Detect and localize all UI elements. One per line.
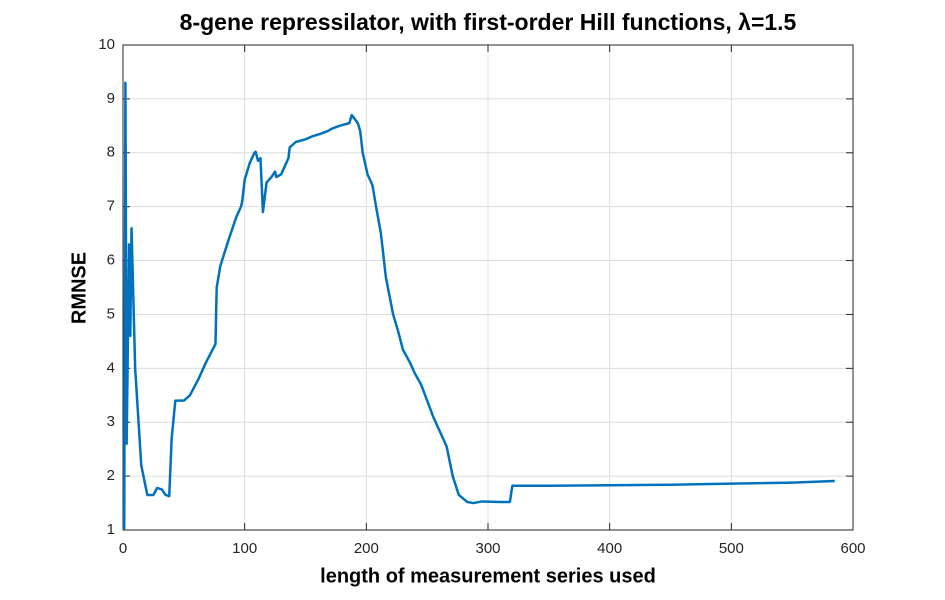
- x-tick-label: 500: [719, 540, 744, 557]
- y-tick-label: 1: [107, 521, 115, 538]
- y-tick-label: 3: [107, 413, 115, 430]
- x-axis-label: length of measurement series used: [320, 565, 656, 587]
- y-axis-label: RMNSE: [68, 252, 90, 324]
- y-tick-label: 6: [107, 252, 115, 269]
- chart-title: 8-gene repressilator, with first-order H…: [180, 9, 797, 35]
- x-tick-label: 200: [354, 540, 379, 557]
- x-tick-label: 400: [597, 540, 622, 557]
- y-tick-label: 9: [107, 90, 115, 107]
- data-line: [122, 81, 835, 531]
- y-tick-label: 4: [107, 359, 115, 376]
- y-tick-label: 7: [107, 198, 115, 215]
- x-tick-label: 0: [119, 540, 127, 557]
- axes-box: [122, 44, 854, 531]
- y-tick-label: 10: [98, 36, 115, 53]
- x-tick-label: 600: [840, 540, 865, 557]
- y-tick-label: 5: [107, 305, 115, 322]
- y-tick-label: 2: [107, 467, 115, 484]
- y-tick-label: 8: [107, 144, 115, 161]
- x-tick-label: 100: [232, 540, 257, 557]
- x-tick-label: 300: [475, 540, 500, 557]
